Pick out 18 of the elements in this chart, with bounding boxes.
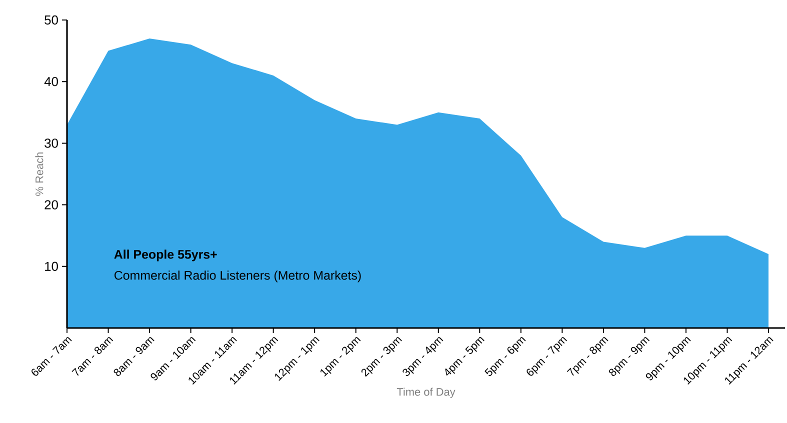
y-tick-label: 50 (44, 15, 58, 25)
x-tick-label: 1pm - 2pm (320, 337, 361, 377)
x-tick-label: 4pm - 5pm (445, 337, 484, 376)
x-tick-label: 6am - 7am (32, 337, 72, 376)
y-tick-label: 20 (44, 200, 58, 210)
y-tick-label: 30 (44, 138, 58, 148)
x-tick-label: 7pm - 8pm (566, 337, 608, 376)
x-tick-label: 5pm - 6pm (484, 337, 526, 376)
y-tick-label: 10 (45, 262, 58, 271)
x-tick-label: 7am - 8am (72, 337, 114, 376)
y-tick-label: 40 (44, 77, 58, 86)
x-tick-label: 6pm - 7pm (526, 337, 568, 376)
annotation: All People 55yrs+ (114, 250, 217, 262)
annotation: Commercial Radio Listeners (Metro Markets) (114, 270, 361, 282)
x-tick-label: 3pm - 4pm (402, 337, 444, 376)
x-tick-label: 2pm - 3pm (361, 337, 402, 377)
x-axis-title: Time of Day (396, 388, 456, 398)
y-axis-title: % Reach (35, 152, 44, 196)
